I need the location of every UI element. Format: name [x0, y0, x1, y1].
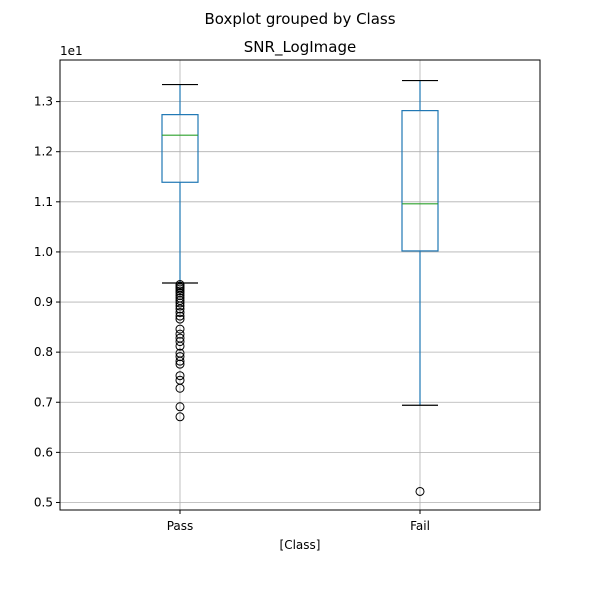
plot-frame	[59, 59, 541, 511]
y-tick-label: 0.6	[34, 445, 53, 459]
flier-point	[175, 308, 185, 318]
axis-layer: 0.5 0.6 0.7 0.8 0.9 1.0 1.1 1.2 1.3 Pass Fail	[34, 59, 541, 533]
x-axis-label: [Class]	[280, 538, 321, 552]
x-tick-label: Pass	[167, 519, 194, 533]
flier-point	[175, 359, 185, 369]
y-tick-label: 0.7	[34, 395, 53, 409]
flier-point	[175, 304, 185, 314]
y-tick-label: 0.8	[34, 345, 53, 359]
flier-point	[175, 356, 185, 366]
y-tick-label: 0.5	[34, 495, 53, 509]
y-axis-offset-label: 1e1	[60, 44, 83, 58]
flier-point	[175, 371, 185, 381]
y-tick-label: 1.1	[34, 195, 53, 209]
x-tick-label: Fail	[410, 519, 430, 533]
y-tick-label: 0.9	[34, 295, 53, 309]
flier-point	[415, 486, 425, 496]
flier-point	[175, 341, 185, 351]
flier-point	[175, 314, 185, 324]
y-tick-label: 1.0	[34, 245, 53, 259]
flier-point	[175, 402, 185, 412]
flier-point	[175, 311, 185, 321]
box-layer	[161, 79, 439, 496]
flier-point	[175, 383, 185, 393]
figure-suptitle: Boxplot grouped by Class	[204, 10, 395, 28]
flier-point	[175, 296, 185, 306]
box-group-fail	[401, 79, 439, 496]
flier-point	[175, 412, 185, 422]
iqr-box	[161, 114, 199, 183]
y-tick-label: 1.3	[34, 95, 53, 109]
flier-point	[175, 298, 185, 308]
axes-title: SNR_LogImage	[244, 38, 356, 57]
y-tick-label: 1.2	[34, 145, 53, 159]
iqr-box	[401, 110, 439, 252]
flier-point	[175, 301, 185, 311]
flier-point	[175, 324, 185, 334]
flier-point	[175, 337, 185, 347]
box-group-pass	[161, 83, 199, 422]
